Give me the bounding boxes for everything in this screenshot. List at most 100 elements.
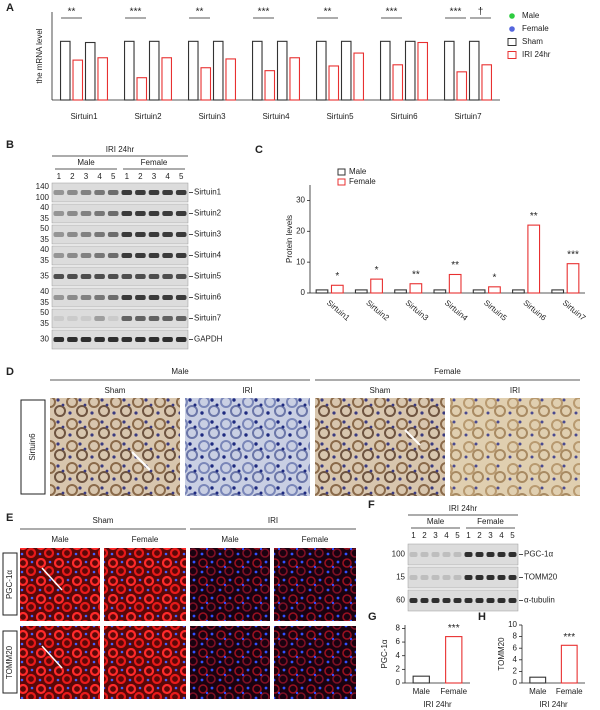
- y-axis-label: PGC-1α: [380, 639, 389, 668]
- blot-strip: [407, 543, 519, 566]
- blot-label: TOMM20: [524, 573, 558, 582]
- histology-image: [50, 398, 180, 496]
- bar: [527, 224, 541, 294]
- bar: [84, 41, 96, 101]
- bar: [529, 676, 547, 684]
- bar: [354, 289, 368, 294]
- lane-number: 4: [97, 172, 102, 181]
- row-label-box: [20, 399, 46, 495]
- fluorescence-image: [190, 548, 270, 621]
- blot-label: Sirtuin5: [194, 272, 222, 281]
- bar: [445, 636, 463, 684]
- blot-label: Sirtuin2: [194, 209, 222, 218]
- group-label: Male: [77, 158, 95, 167]
- mw-marker: 50: [40, 308, 49, 317]
- legend-marker: [507, 51, 517, 59]
- significance: **: [196, 7, 204, 18]
- blot-band: [409, 598, 418, 603]
- x-tick-label: Sirtuin1: [70, 112, 98, 121]
- y-axis-label: TOMM20: [497, 637, 506, 671]
- x-tick-label: Male: [529, 687, 547, 696]
- y-tick-label: 0: [301, 288, 306, 297]
- arrow: [404, 429, 421, 446]
- blot-band: [94, 337, 105, 342]
- mw-marker: 60: [396, 596, 405, 605]
- condition-label: Sham: [105, 386, 126, 395]
- x-tick-label: Sirtuin3: [404, 298, 431, 323]
- blot-band: [442, 575, 451, 580]
- arrow: [131, 451, 151, 471]
- y-tick-label: 10: [508, 620, 517, 629]
- y-tick-label: 2: [396, 664, 401, 673]
- blot-band: [94, 253, 105, 258]
- blot-band: [162, 190, 173, 195]
- lane-number: 5: [455, 531, 460, 540]
- blot-band: [409, 552, 418, 557]
- bar: [472, 289, 486, 294]
- legend-label: Female: [522, 24, 549, 33]
- mw-marker: 35: [40, 214, 49, 223]
- blot-band: [121, 274, 133, 279]
- y-tick-label: 0: [513, 678, 518, 687]
- y-tick-label: 30: [296, 196, 305, 205]
- blot-band: [464, 552, 473, 557]
- mw-marker: 35: [40, 256, 49, 265]
- blot-band: [53, 190, 65, 195]
- blot-band: [175, 253, 187, 258]
- x-tick-label: Male: [413, 687, 431, 696]
- blot-label: PGC-1α: [524, 550, 553, 559]
- significance: *: [492, 272, 496, 283]
- blot-band: [486, 598, 495, 603]
- blot-strip: [51, 287, 189, 308]
- bar: [379, 40, 391, 101]
- significance: ***: [386, 7, 398, 18]
- blot-band: [464, 598, 473, 603]
- lane-number: 3: [488, 531, 493, 540]
- bar: [560, 644, 578, 684]
- group-label: Male: [427, 517, 445, 526]
- blot-band: [420, 552, 429, 557]
- x-tick-label: Sirtuin1: [325, 298, 352, 323]
- bar: [251, 40, 263, 101]
- panel-letter: B: [6, 139, 14, 151]
- lane-number: 4: [499, 531, 504, 540]
- blot-band: [80, 337, 92, 342]
- panel-letter: A: [6, 2, 14, 14]
- legend-label: IRI 24hr: [522, 50, 551, 59]
- blot-band: [107, 211, 119, 216]
- bar: [315, 40, 327, 101]
- blot-band: [475, 575, 484, 580]
- y-tick-label: 4: [513, 655, 518, 664]
- bar: [412, 675, 430, 684]
- y-tick-label: 8: [396, 624, 401, 633]
- blot-band: [80, 295, 92, 300]
- significance: **: [530, 211, 538, 222]
- blot-band: [148, 316, 160, 321]
- bar: [456, 71, 468, 101]
- column-label: Male: [221, 535, 239, 544]
- blot-header: IRI 24hr: [106, 145, 135, 154]
- blot-band: [80, 211, 92, 216]
- blot-band: [121, 337, 133, 342]
- blot-band: [121, 211, 133, 216]
- blot-band: [107, 316, 119, 321]
- blot-band: [53, 232, 65, 237]
- blot-strip: [51, 203, 189, 224]
- significance: *: [335, 271, 339, 282]
- blot-band: [148, 232, 160, 237]
- significance: †: [478, 7, 484, 18]
- blot-band: [497, 575, 506, 580]
- blot-band: [148, 253, 160, 258]
- lane-number: 3: [152, 172, 157, 181]
- y-tick-label: 6: [513, 643, 518, 652]
- blot-band: [107, 232, 119, 237]
- bar: [566, 263, 580, 294]
- blot-strip: [51, 266, 189, 287]
- significance: ***: [450, 7, 462, 18]
- legend-label: Sham: [522, 37, 543, 46]
- bar: [551, 289, 565, 294]
- blot-band: [80, 232, 92, 237]
- x-tick-label: Sirtuin3: [198, 112, 226, 121]
- blot-strip: [51, 224, 189, 245]
- mw-marker: 15: [396, 573, 405, 582]
